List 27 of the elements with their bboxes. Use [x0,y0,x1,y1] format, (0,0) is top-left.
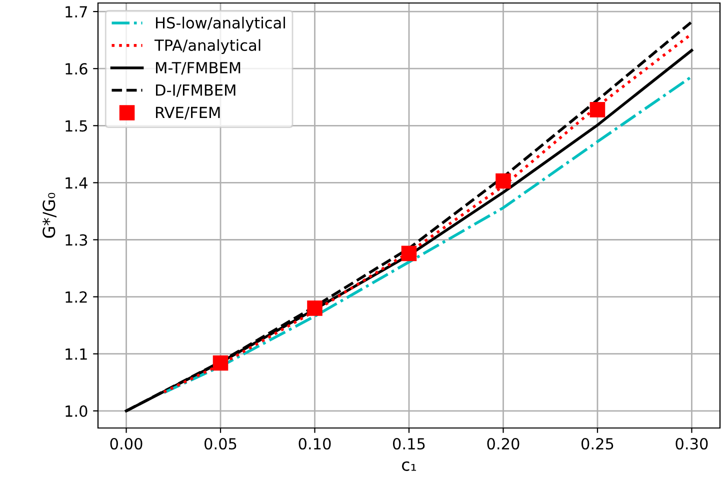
y-tick-label: 1.1 [66,348,87,360]
y-tick-label: 1.6 [66,63,88,75]
x-tick-label: 0.10 [298,438,331,450]
y-axis-title: G*/G₀ [42,192,57,238]
legend-label: TPA/analytical [154,39,260,54]
legend-label: M-T/FMBEM [156,62,240,75]
legend-label: HS-low/analytical [156,16,285,32]
y-tick-label: 1.0 [66,405,88,417]
legend-label: RVE/FEM [156,106,220,120]
point [307,300,322,316]
x-tick-label: 0.25 [581,438,614,450]
y-tick-label: 1.3 [66,234,88,246]
y-tick-label: 1.4 [66,177,88,188]
point [401,246,417,262]
x-tick-label: 0.15 [393,438,425,450]
x-tick-label: 0.05 [204,438,236,450]
y-tick-label: 1.5 [66,120,87,132]
legend-label: D-I/FMBEM [156,84,236,98]
y-tick-label: 1.2 [66,291,87,303]
point [496,173,511,189]
x-tick-label: 0.20 [487,438,520,450]
x-axis-title: c₁ [402,461,416,471]
y-tick-label: 1.7 [66,6,87,18]
x-tick-label: 0.30 [676,438,708,450]
x-tick-label: 0.00 [110,438,142,450]
point [212,355,228,371]
point [590,102,606,118]
